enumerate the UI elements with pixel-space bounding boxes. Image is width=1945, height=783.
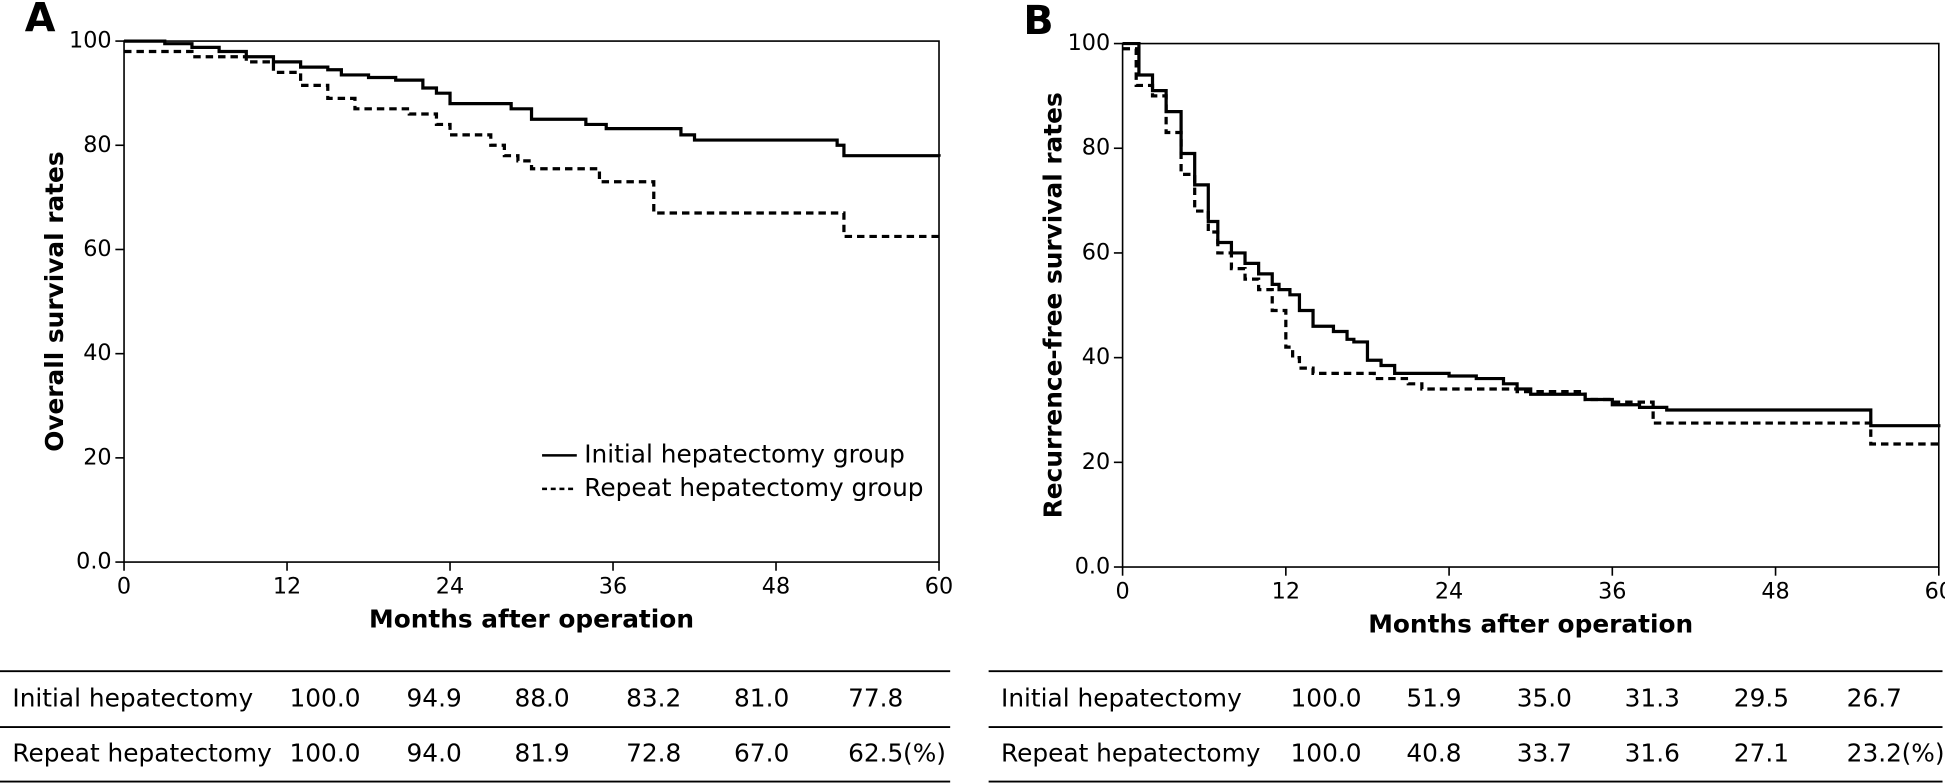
table-cell: 62.5 — [848, 738, 903, 767]
table-cell: 81.0 — [734, 684, 789, 713]
table-cell: 35.0 — [1517, 684, 1572, 713]
y-tick-label: 40 — [1082, 344, 1110, 370]
x-axis-title: Months after operation — [1368, 609, 1693, 638]
y-tick-label: 100 — [1068, 30, 1111, 56]
x-tick-label: 12 — [1272, 578, 1300, 604]
x-axis-title: Months after operation — [369, 604, 694, 633]
table-cell: 100.0 — [289, 738, 360, 767]
x-tick-label: 0 — [1115, 578, 1129, 604]
y-tick-label: 80 — [83, 132, 111, 158]
row-label: Repeat hepatectomy — [12, 738, 271, 767]
x-tick-label: 24 — [436, 573, 464, 599]
table-cell: 27.1 — [1734, 738, 1789, 767]
panel-label: A — [25, 0, 56, 42]
plot-frame — [123, 40, 940, 563]
x-tick-label: 48 — [1761, 578, 1789, 604]
row-label: Initial hepatectomy — [1001, 684, 1242, 713]
table-cell: 26.7 — [1847, 684, 1902, 713]
survival-curve — [1122, 47, 1941, 446]
table-cell: 88.0 — [514, 684, 569, 713]
y-tick-label: 100 — [69, 28, 112, 54]
table-cell: 94.9 — [407, 684, 462, 713]
survival-curve — [124, 49, 940, 239]
table-cell: 67.0 — [734, 738, 789, 767]
y-tick-label: 20 — [83, 444, 111, 470]
x-tick-label: 0 — [117, 573, 131, 599]
table-cell: 23.2 — [1847, 738, 1902, 767]
table-cell: 40.8 — [1406, 738, 1461, 767]
table-cell: 81.9 — [514, 738, 569, 767]
x-tick-label: 12 — [273, 573, 301, 599]
table-cell: 94.0 — [407, 738, 462, 767]
table-cell: 100.0 — [1291, 738, 1362, 767]
x-tick-label: 36 — [599, 573, 627, 599]
x-tick-label: 24 — [1435, 578, 1463, 604]
table-cell: 100.0 — [1291, 684, 1362, 713]
plot-frame — [1121, 42, 1940, 568]
y-tick-label: 0.0 — [76, 549, 111, 575]
y-tick-label: 20 — [1082, 449, 1110, 475]
x-tick-label: 60 — [1925, 578, 1945, 604]
x-tick-label: 60 — [925, 573, 953, 599]
y-tick-label: 80 — [1082, 135, 1110, 161]
x-tick-label: 48 — [762, 573, 790, 599]
x-tick-label: 36 — [1598, 578, 1626, 604]
y-axis-title: Overall survival rates — [40, 151, 69, 451]
table-cell: 29.5 — [1734, 684, 1789, 713]
table-cell: 77.8 — [848, 684, 903, 713]
table-cell: 31.3 — [1625, 684, 1680, 713]
panel-label: B — [1023, 0, 1053, 44]
table-cell: 31.6 — [1625, 738, 1680, 767]
table-cell: 51.9 — [1406, 684, 1461, 713]
unit-label: (%) — [1902, 738, 1945, 767]
y-tick-label: 60 — [83, 236, 111, 262]
survival-curve — [1122, 41, 1941, 428]
table-cell: 72.8 — [626, 738, 681, 767]
y-axis-title: Recurrence-free survival rates — [1038, 92, 1067, 518]
table-cell: 83.2 — [626, 684, 681, 713]
y-tick-label: 60 — [1082, 239, 1110, 265]
legend-label: Initial hepatectomy group — [584, 439, 905, 468]
legend-label: Repeat hepatectomy group — [584, 473, 923, 502]
row-label: Initial hepatectomy — [12, 684, 253, 713]
survival-curve — [124, 39, 941, 158]
unit-label: (%) — [903, 738, 946, 767]
y-tick-label: 0.0 — [1075, 554, 1110, 580]
table-cell: 100.0 — [289, 684, 360, 713]
y-tick-label: 40 — [83, 340, 111, 366]
row-label: Repeat hepatectomy — [1001, 738, 1260, 767]
table-cell: 33.7 — [1517, 738, 1572, 767]
